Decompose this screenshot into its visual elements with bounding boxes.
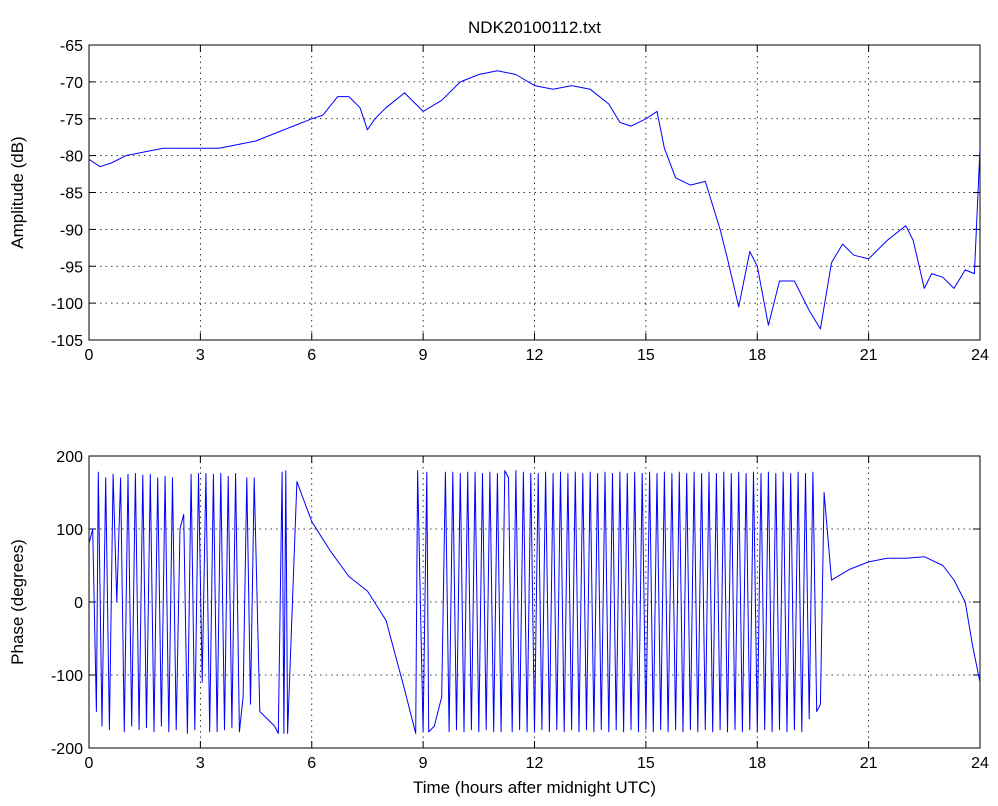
y-tick-label: -75 <box>60 112 83 129</box>
y-tick-label: -100 <box>51 668 83 685</box>
y-tick-label: -80 <box>60 149 83 166</box>
x-tick-label: 6 <box>307 347 316 364</box>
x-tick-label: 12 <box>526 347 544 364</box>
y-tick-label: -65 <box>60 38 83 55</box>
phase-subplot: 0 3 6 9 12 15 18 21 24 200 100 0 -100 -200 Phase (degr… <box>8 449 989 797</box>
y-axis-label: Phase (degrees) <box>8 539 27 665</box>
chart-title: NDK20100112.txt <box>468 18 601 37</box>
x-tick-label: 0 <box>85 347 94 364</box>
x-tick-label: 21 <box>860 347 878 364</box>
x-tick-label: 3 <box>196 347 205 364</box>
x-tick-label: 3 <box>196 755 205 772</box>
y-tick-label: -100 <box>51 296 83 313</box>
y-tick-label: -95 <box>60 259 83 276</box>
y-tick-label: -105 <box>51 333 83 350</box>
y-tick-label: -200 <box>51 741 83 758</box>
x-tick-label: 9 <box>419 347 428 364</box>
y-axis-label: Amplitude (dB) <box>8 136 27 248</box>
amplitude-subplot: 0 3 6 9 12 15 18 21 24 -65 -70 -75 -80 -85 -90 -95 -100 -… <box>8 38 989 364</box>
x-tick-label: 15 <box>637 347 655 364</box>
y-tick-label: -70 <box>60 75 83 92</box>
y-tick-label: 100 <box>56 522 83 539</box>
x-tick-label: 18 <box>748 755 766 772</box>
x-tick-label: 24 <box>971 755 989 772</box>
x-tick-label: 21 <box>860 755 878 772</box>
series-line <box>88 470 981 734</box>
x-tick-label: 24 <box>971 347 989 364</box>
y-tick-label: -85 <box>60 186 83 203</box>
x-axis-label: Time (hours after midnight UTC) <box>413 778 656 797</box>
x-tick-label: 18 <box>748 347 766 364</box>
series-line <box>88 70 981 330</box>
x-tick-label: 9 <box>419 755 428 772</box>
x-tick-label: 15 <box>637 755 655 772</box>
x-tick-label: 12 <box>526 755 544 772</box>
y-tick-label: 200 <box>56 449 83 466</box>
x-tick-label: 0 <box>85 755 94 772</box>
x-tick-label: 6 <box>307 755 316 772</box>
y-tick-label: -90 <box>60 222 83 239</box>
y-tick-label: 0 <box>74 595 83 612</box>
